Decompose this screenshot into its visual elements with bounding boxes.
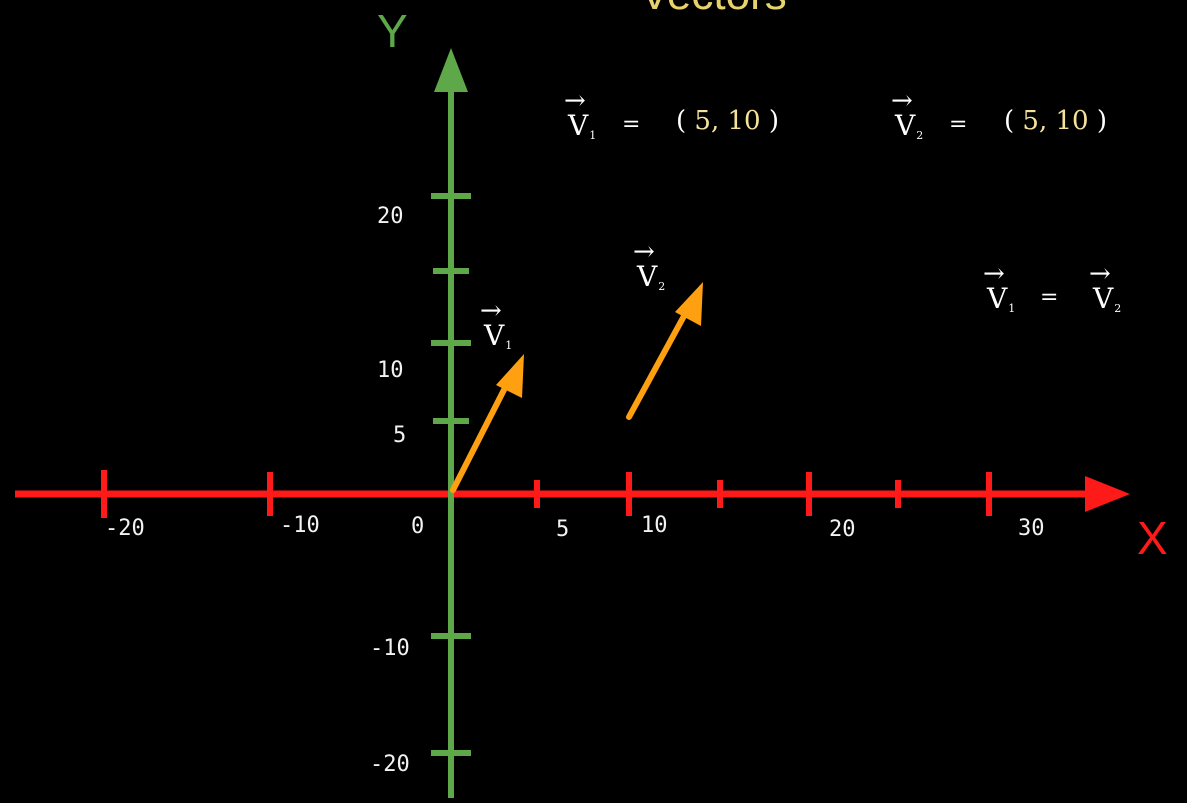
equality-right-vector: → V2 — [1089, 259, 1122, 315]
x-axis-arrowhead — [1085, 476, 1130, 512]
equation-v2-value: ( 5, 10 ) — [1004, 106, 1107, 136]
y-tick-label: -10 — [370, 636, 410, 661]
equation-v2-name: → V2 — [891, 86, 924, 142]
equality-sign: = — [1040, 285, 1059, 310]
vector-arrow-icon: → — [633, 237, 655, 267]
x-tick-label: 10 — [641, 513, 668, 538]
x-axis-ticks — [101, 470, 992, 518]
x-tick-label: -10 — [280, 513, 320, 538]
x-tick-label: -20 — [105, 516, 145, 541]
x-tick-label: 20 — [829, 517, 856, 542]
diagram-title: Vectors — [640, 0, 900, 20]
vector-arrow-icon: → — [1089, 259, 1111, 289]
x-axis-name: X — [1137, 512, 1168, 564]
equality-left-vector: → V1 — [983, 259, 1016, 315]
vector-arrow-icon: → — [564, 86, 586, 116]
vector-v2-label: → V2 — [633, 237, 666, 293]
y-tick-label: 10 — [377, 358, 404, 383]
y-axis-arrowhead — [434, 48, 468, 92]
y-axis-ticks — [431, 193, 471, 756]
vector-v2-arrow — [626, 282, 703, 420]
x-tick-label: 0 — [411, 514, 425, 539]
vector-v1-label: → V1 — [480, 296, 513, 352]
x-tick-label: 30 — [1018, 516, 1045, 541]
y-tick-label: 5 — [393, 423, 407, 448]
vector-arrow-icon: → — [480, 296, 502, 326]
vector-arrow-icon: → — [983, 259, 1005, 289]
equation-v1-value: ( 5, 10 ) — [676, 106, 779, 136]
equation-v1-name: → V1 — [564, 86, 597, 142]
equation-v2-equals: = — [949, 112, 968, 137]
y-axis-name: Y — [377, 5, 408, 57]
y-tick-label: -20 — [370, 752, 410, 777]
y-tick-label: 20 — [377, 204, 404, 229]
vector-arrow-icon: → — [891, 86, 913, 116]
vector-v1-arrow — [450, 354, 524, 493]
equation-v1-equals: = — [622, 112, 641, 137]
x-tick-label: 5 — [556, 517, 570, 542]
